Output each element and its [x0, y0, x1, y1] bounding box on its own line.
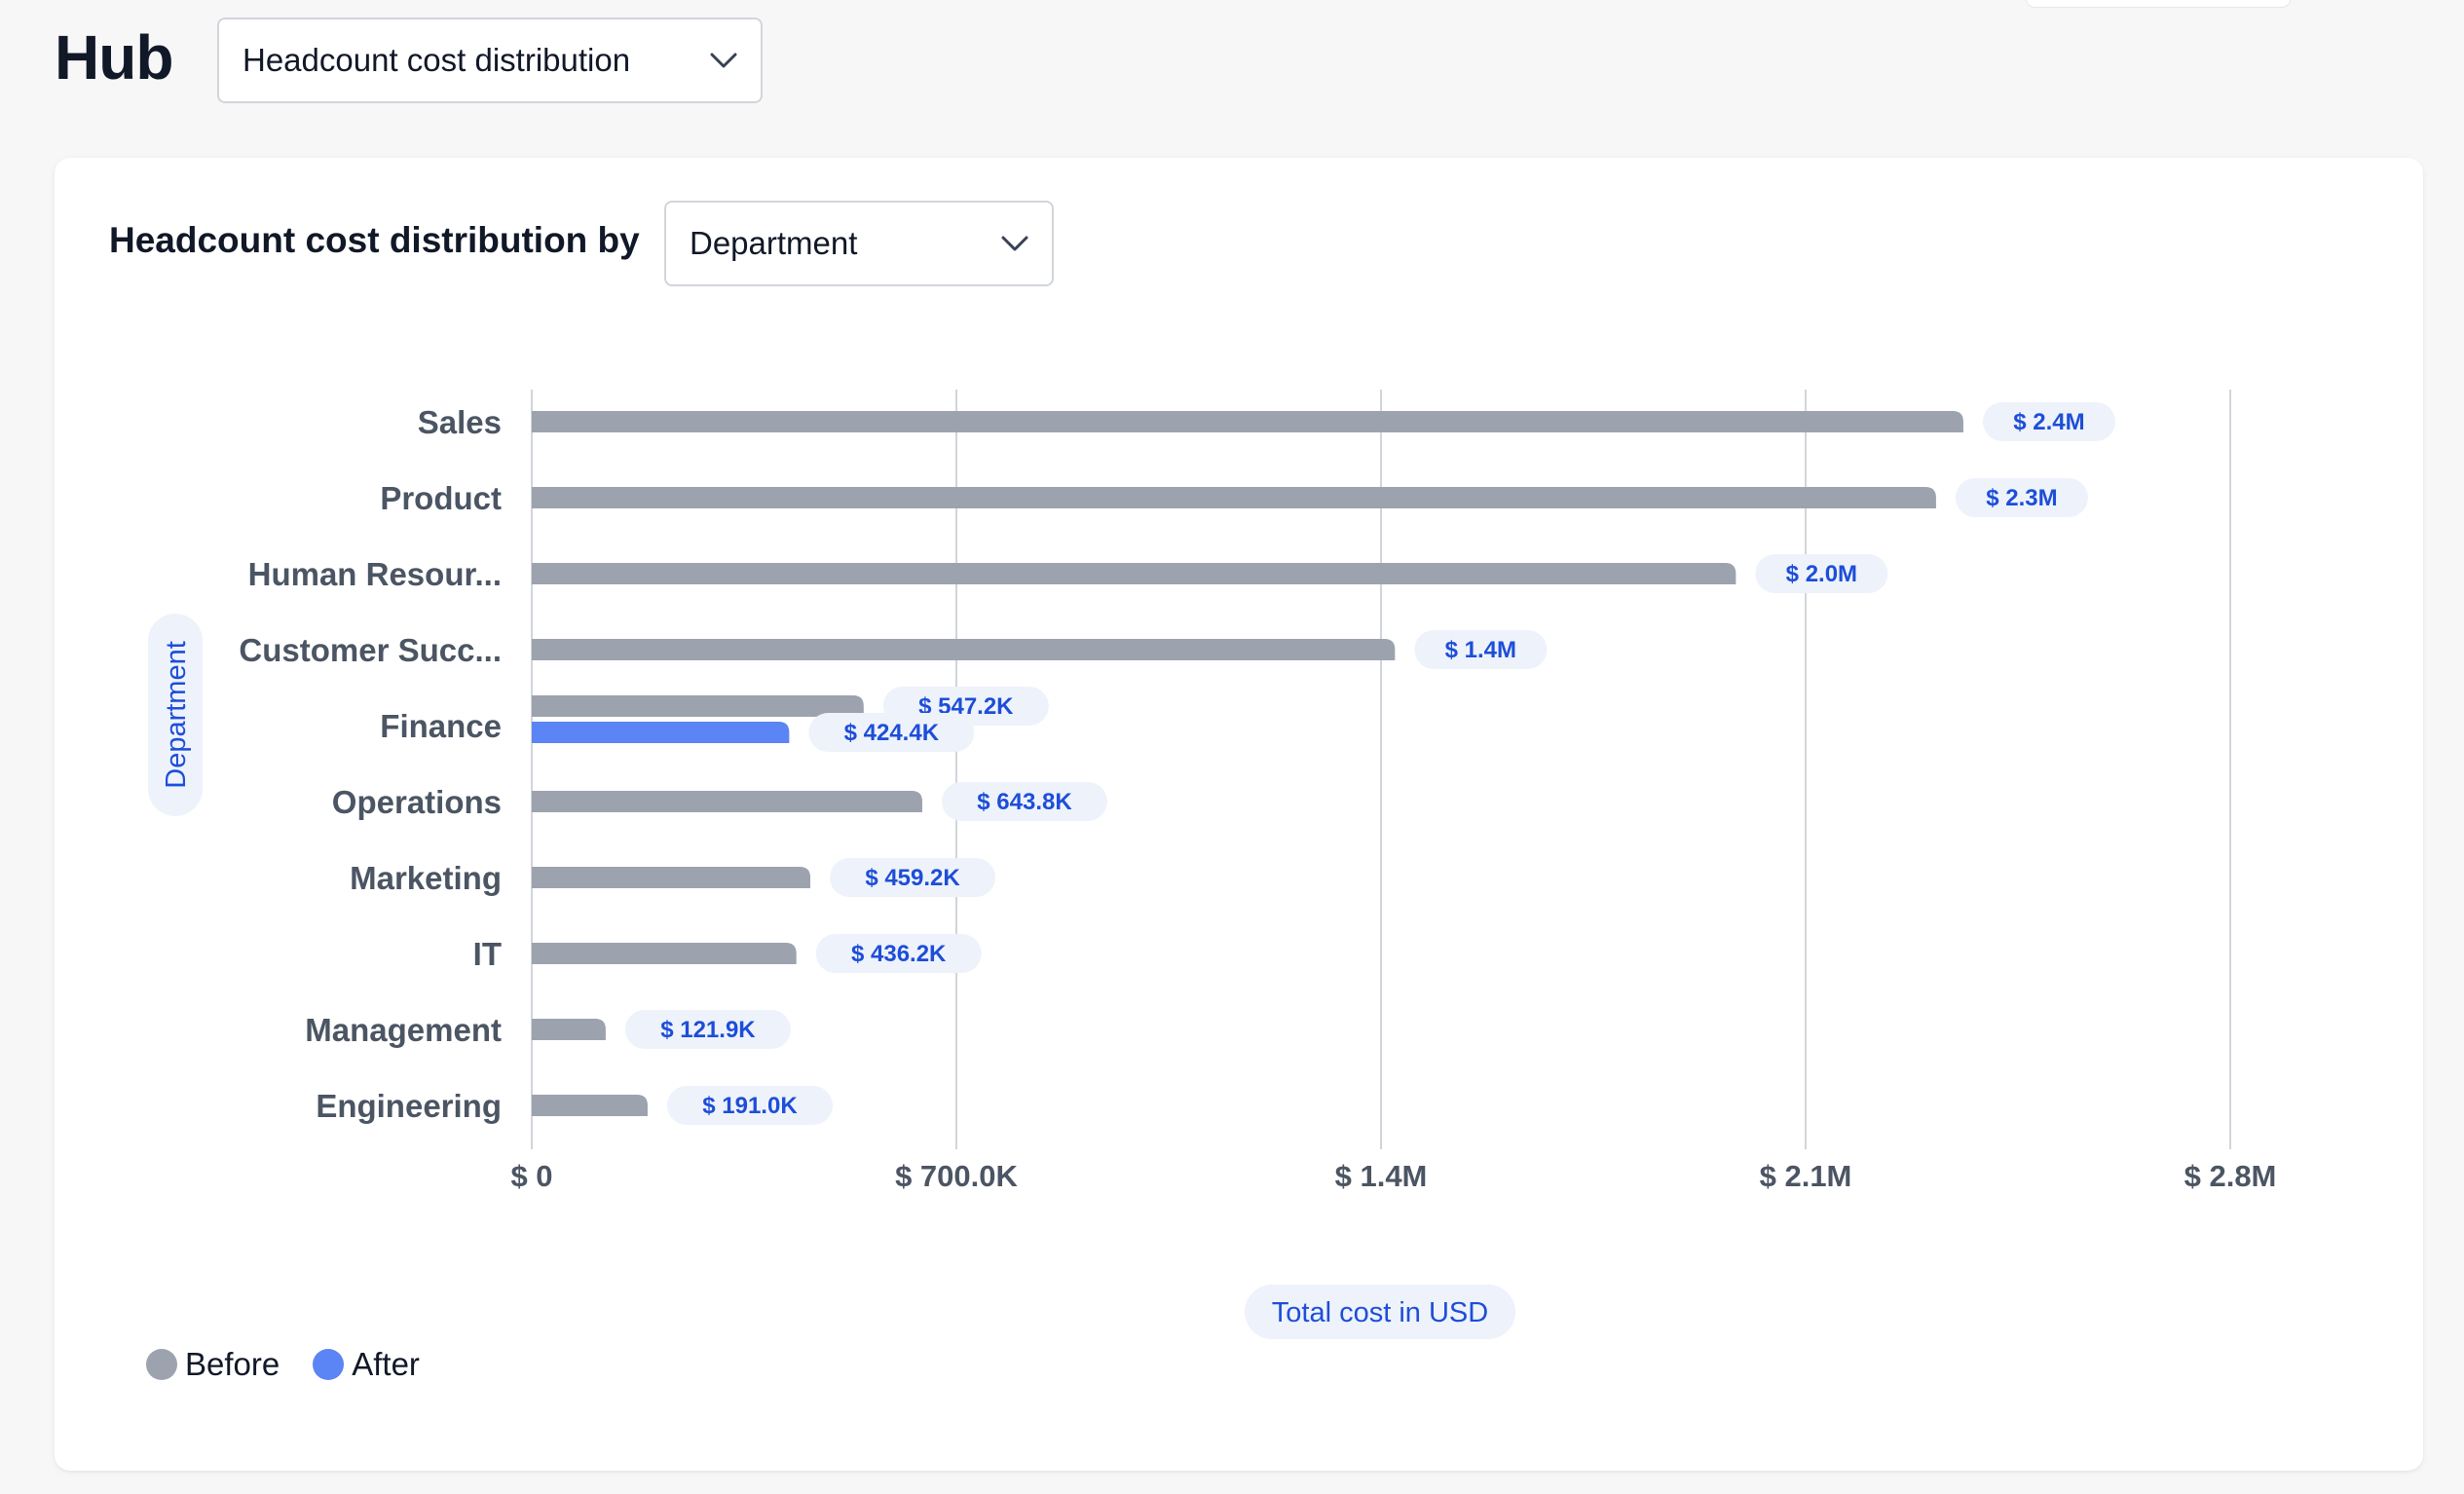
value-label: $ 424.4K — [808, 713, 975, 752]
legend-item-before[interactable]: Before — [146, 1346, 280, 1383]
value-label-pill — [941, 782, 1107, 821]
value-label-pill — [830, 858, 996, 897]
y-axis-title: Department — [148, 614, 203, 816]
bar-before-product — [532, 487, 1936, 508]
page-title: Hub — [55, 22, 173, 93]
y-tick-label-sales: Sales — [418, 404, 502, 440]
value-label-pill — [666, 1086, 833, 1125]
bar-before-sales — [532, 411, 1963, 432]
value-label-text: $ 459.2K — [865, 865, 960, 891]
bar-before-finance — [532, 695, 864, 717]
value-label-pill — [1414, 630, 1548, 669]
value-label: $ 643.8K — [941, 782, 1107, 821]
card-title: Headcount cost distribution by — [109, 220, 640, 260]
value-label-text: $ 2.4M — [2013, 409, 2084, 435]
y-tick-label-operations: Operations — [332, 784, 502, 820]
chart-legend: Before After — [146, 1346, 453, 1383]
value-label: $ 2.3M — [1955, 478, 2088, 517]
chevron-down-icon — [710, 53, 737, 68]
legend-item-after[interactable]: After — [313, 1346, 420, 1383]
value-label: $ 121.9K — [624, 1010, 791, 1049]
x-axis-title-text: Total cost in USD — [1272, 1297, 1488, 1328]
value-label-text: $ 191.0K — [702, 1093, 798, 1119]
value-label: $ 2.0M — [1755, 554, 1888, 593]
value-label-pill — [815, 934, 982, 973]
y-axis-title-pill — [148, 614, 203, 816]
y-tick-label-finance: Finance — [380, 708, 502, 744]
legend-label-after: After — [352, 1346, 420, 1382]
x-tick-label: $ 0 — [510, 1159, 552, 1193]
bar-before-management — [532, 1019, 606, 1040]
x-tick-label: $ 2.1M — [1760, 1159, 1852, 1193]
y-tick-label-marketing: Marketing — [350, 860, 502, 896]
y-tick-label-customer-succ: Customer Succ... — [239, 632, 502, 668]
bar-before-customer-succ — [532, 639, 1396, 660]
value-label: $ 2.4M — [1982, 402, 2115, 441]
value-label-pill — [1755, 554, 1888, 593]
y-tick-label-human-resour: Human Resour... — [248, 556, 502, 592]
x-axis-title-pill — [1245, 1285, 1515, 1339]
value-label-text: $ 1.4M — [1445, 637, 1516, 663]
value-label: $ 436.2K — [815, 934, 982, 973]
bar-before-marketing — [532, 867, 811, 888]
dimension-select-value: Department — [690, 225, 858, 261]
chart-card — [55, 158, 2423, 1471]
y-tick-label-management: Management — [305, 1012, 502, 1048]
value-label-pill — [808, 713, 975, 752]
value-label-pill — [1955, 478, 2088, 517]
bar-before-operations — [532, 791, 922, 812]
x-axis-title: Total cost in USD — [1245, 1285, 1515, 1339]
x-tick-label: $ 1.4M — [1335, 1159, 1428, 1193]
value-label: $ 191.0K — [666, 1086, 833, 1125]
legend-swatch-after — [313, 1349, 345, 1380]
chevron-down-icon — [1001, 236, 1028, 251]
value-label-text: $ 121.9K — [660, 1017, 756, 1043]
x-tick-label: $ 700.0K — [895, 1159, 1018, 1193]
legend-label-before: Before — [185, 1346, 280, 1382]
value-label-text: $ 2.0M — [1786, 561, 1857, 587]
legend-swatch-before — [146, 1349, 177, 1380]
bar-after-finance — [532, 722, 790, 743]
bar-before-it — [532, 943, 797, 964]
y-tick-label-engineering: Engineering — [316, 1088, 502, 1124]
value-label-text: $ 643.8K — [977, 789, 1072, 815]
bar-before-engineering — [532, 1095, 648, 1116]
x-tick-label: $ 2.8M — [2184, 1159, 2277, 1193]
value-label-text: $ 424.4K — [844, 720, 940, 746]
value-label-text: $ 436.2K — [851, 941, 947, 967]
view-select-value: Headcount cost distribution — [243, 42, 631, 78]
view-select[interactable]: Headcount cost distribution — [217, 18, 763, 103]
value-label: $ 1.4M — [1414, 630, 1548, 669]
y-tick-label-it: IT — [473, 936, 502, 972]
value-label: $ 459.2K — [830, 858, 996, 897]
value-label-pill — [624, 1010, 791, 1049]
value-label-pill — [1982, 402, 2115, 441]
y-axis-title-text: Department — [161, 641, 192, 789]
y-tick-label-product: Product — [380, 480, 502, 516]
value-label-text: $ 2.3M — [1986, 485, 2057, 511]
bar-before-human-resour — [532, 563, 1736, 584]
dimension-select[interactable]: Department — [664, 201, 1054, 286]
